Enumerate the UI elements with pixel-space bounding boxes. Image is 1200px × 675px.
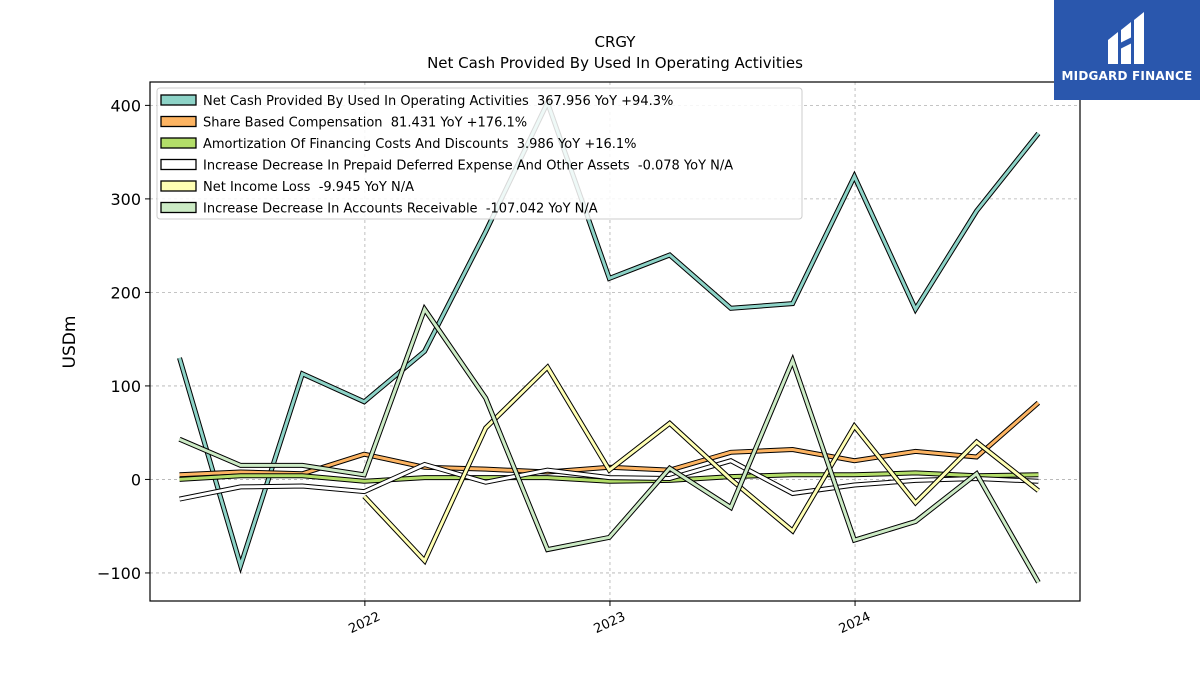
chart-subtitle: Net Cash Provided By Used In Operating A… [427,54,803,72]
x-tick-label: 2023 [592,609,628,637]
series-line-outline [362,363,1040,566]
brand-logo: MIDGARD FINANCE [1054,0,1200,100]
series-layer [177,96,1041,584]
legend-swatch [160,137,197,149]
legend: Net Cash Provided By Used In Operating A… [156,87,803,220]
legend-swatch [160,115,197,128]
y-tick-label: −100 [97,564,141,583]
legend-label: Share Based Compensation 81.431 YoY +176… [203,116,527,131]
y-tick-label: 100 [110,377,141,396]
x-axis: 2022 2023 2024 [347,601,873,637]
y-axis-label: USDm [60,316,80,369]
legend-label: Net Cash Provided By Used In Operating A… [203,94,673,109]
legend-label: Net Income Loss -9.945 YoY N/A [203,180,414,195]
legend-swatch [160,94,197,106]
series-line-4 [179,459,1039,501]
series-line-1 [178,98,1040,571]
y-tick-label: 0 [131,470,141,489]
chart-title: CRGY [595,33,637,51]
legend-box [156,87,803,220]
y-tick-label: 300 [110,190,141,209]
legend-swatch [160,180,197,192]
series-line-outline [178,303,1041,584]
y-tick-label: 200 [110,283,141,302]
brand-name: MIDGARD FINANCE [1061,69,1193,83]
y-axis: −100 0 100 200 300 400 [97,96,150,583]
x-tick-label: 2024 [837,609,873,637]
series-line-6 [178,305,1040,584]
legend-label: Increase Decrease In Prepaid Deferred Ex… [203,159,733,174]
legend-swatch [160,158,197,171]
plot-frame [149,81,1081,602]
midgard-logo-icon [1108,12,1144,64]
plot-border [149,81,1081,602]
legend-swatch [160,201,197,214]
y-tick-label: 400 [110,96,141,115]
legend-label: Increase Decrease In Accounts Receivable… [203,202,598,217]
legend-label: Amortization Of Financing Costs And Disc… [203,137,637,152]
series-line-5 [363,364,1040,564]
x-tick-label: 2022 [347,609,383,637]
